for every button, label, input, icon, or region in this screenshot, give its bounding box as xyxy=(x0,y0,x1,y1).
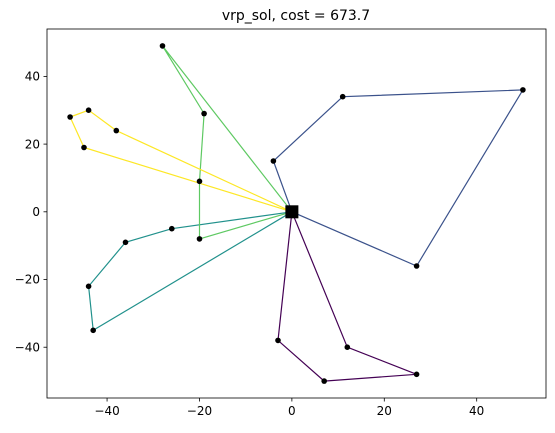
y-tick-label: 40 xyxy=(25,70,40,84)
customer-point xyxy=(413,263,420,269)
customer-point xyxy=(81,144,87,151)
y-tick-label: 0 xyxy=(32,205,40,219)
customer-point xyxy=(520,87,526,93)
plot-frame xyxy=(46,28,547,399)
customer-point xyxy=(122,239,129,246)
customer-point xyxy=(270,158,277,164)
axes-layer: −40 −20 0 20 40 −40 −20 0 20 40 xyxy=(15,28,547,418)
route-line-2 xyxy=(272,89,524,267)
customer-point xyxy=(201,110,207,117)
x-tick-label: −20 xyxy=(187,404,212,418)
x-tick-label: −40 xyxy=(94,404,119,418)
customer-point xyxy=(85,107,92,113)
route-line-3 xyxy=(87,211,293,332)
customer-point xyxy=(339,93,346,100)
routes-layer xyxy=(69,45,524,382)
customer-point xyxy=(413,371,420,378)
customer-point xyxy=(85,283,92,290)
route-line-1 xyxy=(277,211,417,382)
x-tick-label: 40 xyxy=(469,404,484,418)
y-tick-label: −40 xyxy=(15,340,40,354)
points-layer xyxy=(67,43,526,384)
x-tick-label: 20 xyxy=(377,404,392,418)
customer-point xyxy=(321,378,328,384)
chart-title: vrp_sol, cost = 673.7 xyxy=(222,8,370,24)
x-tick-label: 0 xyxy=(288,404,296,418)
y-tick-label: 20 xyxy=(25,137,40,151)
y-tick-label: −20 xyxy=(15,273,40,287)
customer-point xyxy=(275,337,281,344)
customer-point xyxy=(196,178,203,185)
customer-point xyxy=(196,236,203,242)
customer-point xyxy=(113,127,120,134)
customer-point xyxy=(169,225,175,232)
customer-point xyxy=(159,43,166,49)
depot-marker xyxy=(285,205,299,219)
route-line-4 xyxy=(161,45,293,240)
route-line-5 xyxy=(69,109,293,213)
customer-point xyxy=(67,114,73,120)
customer-point xyxy=(90,327,96,334)
customer-point xyxy=(344,344,351,351)
